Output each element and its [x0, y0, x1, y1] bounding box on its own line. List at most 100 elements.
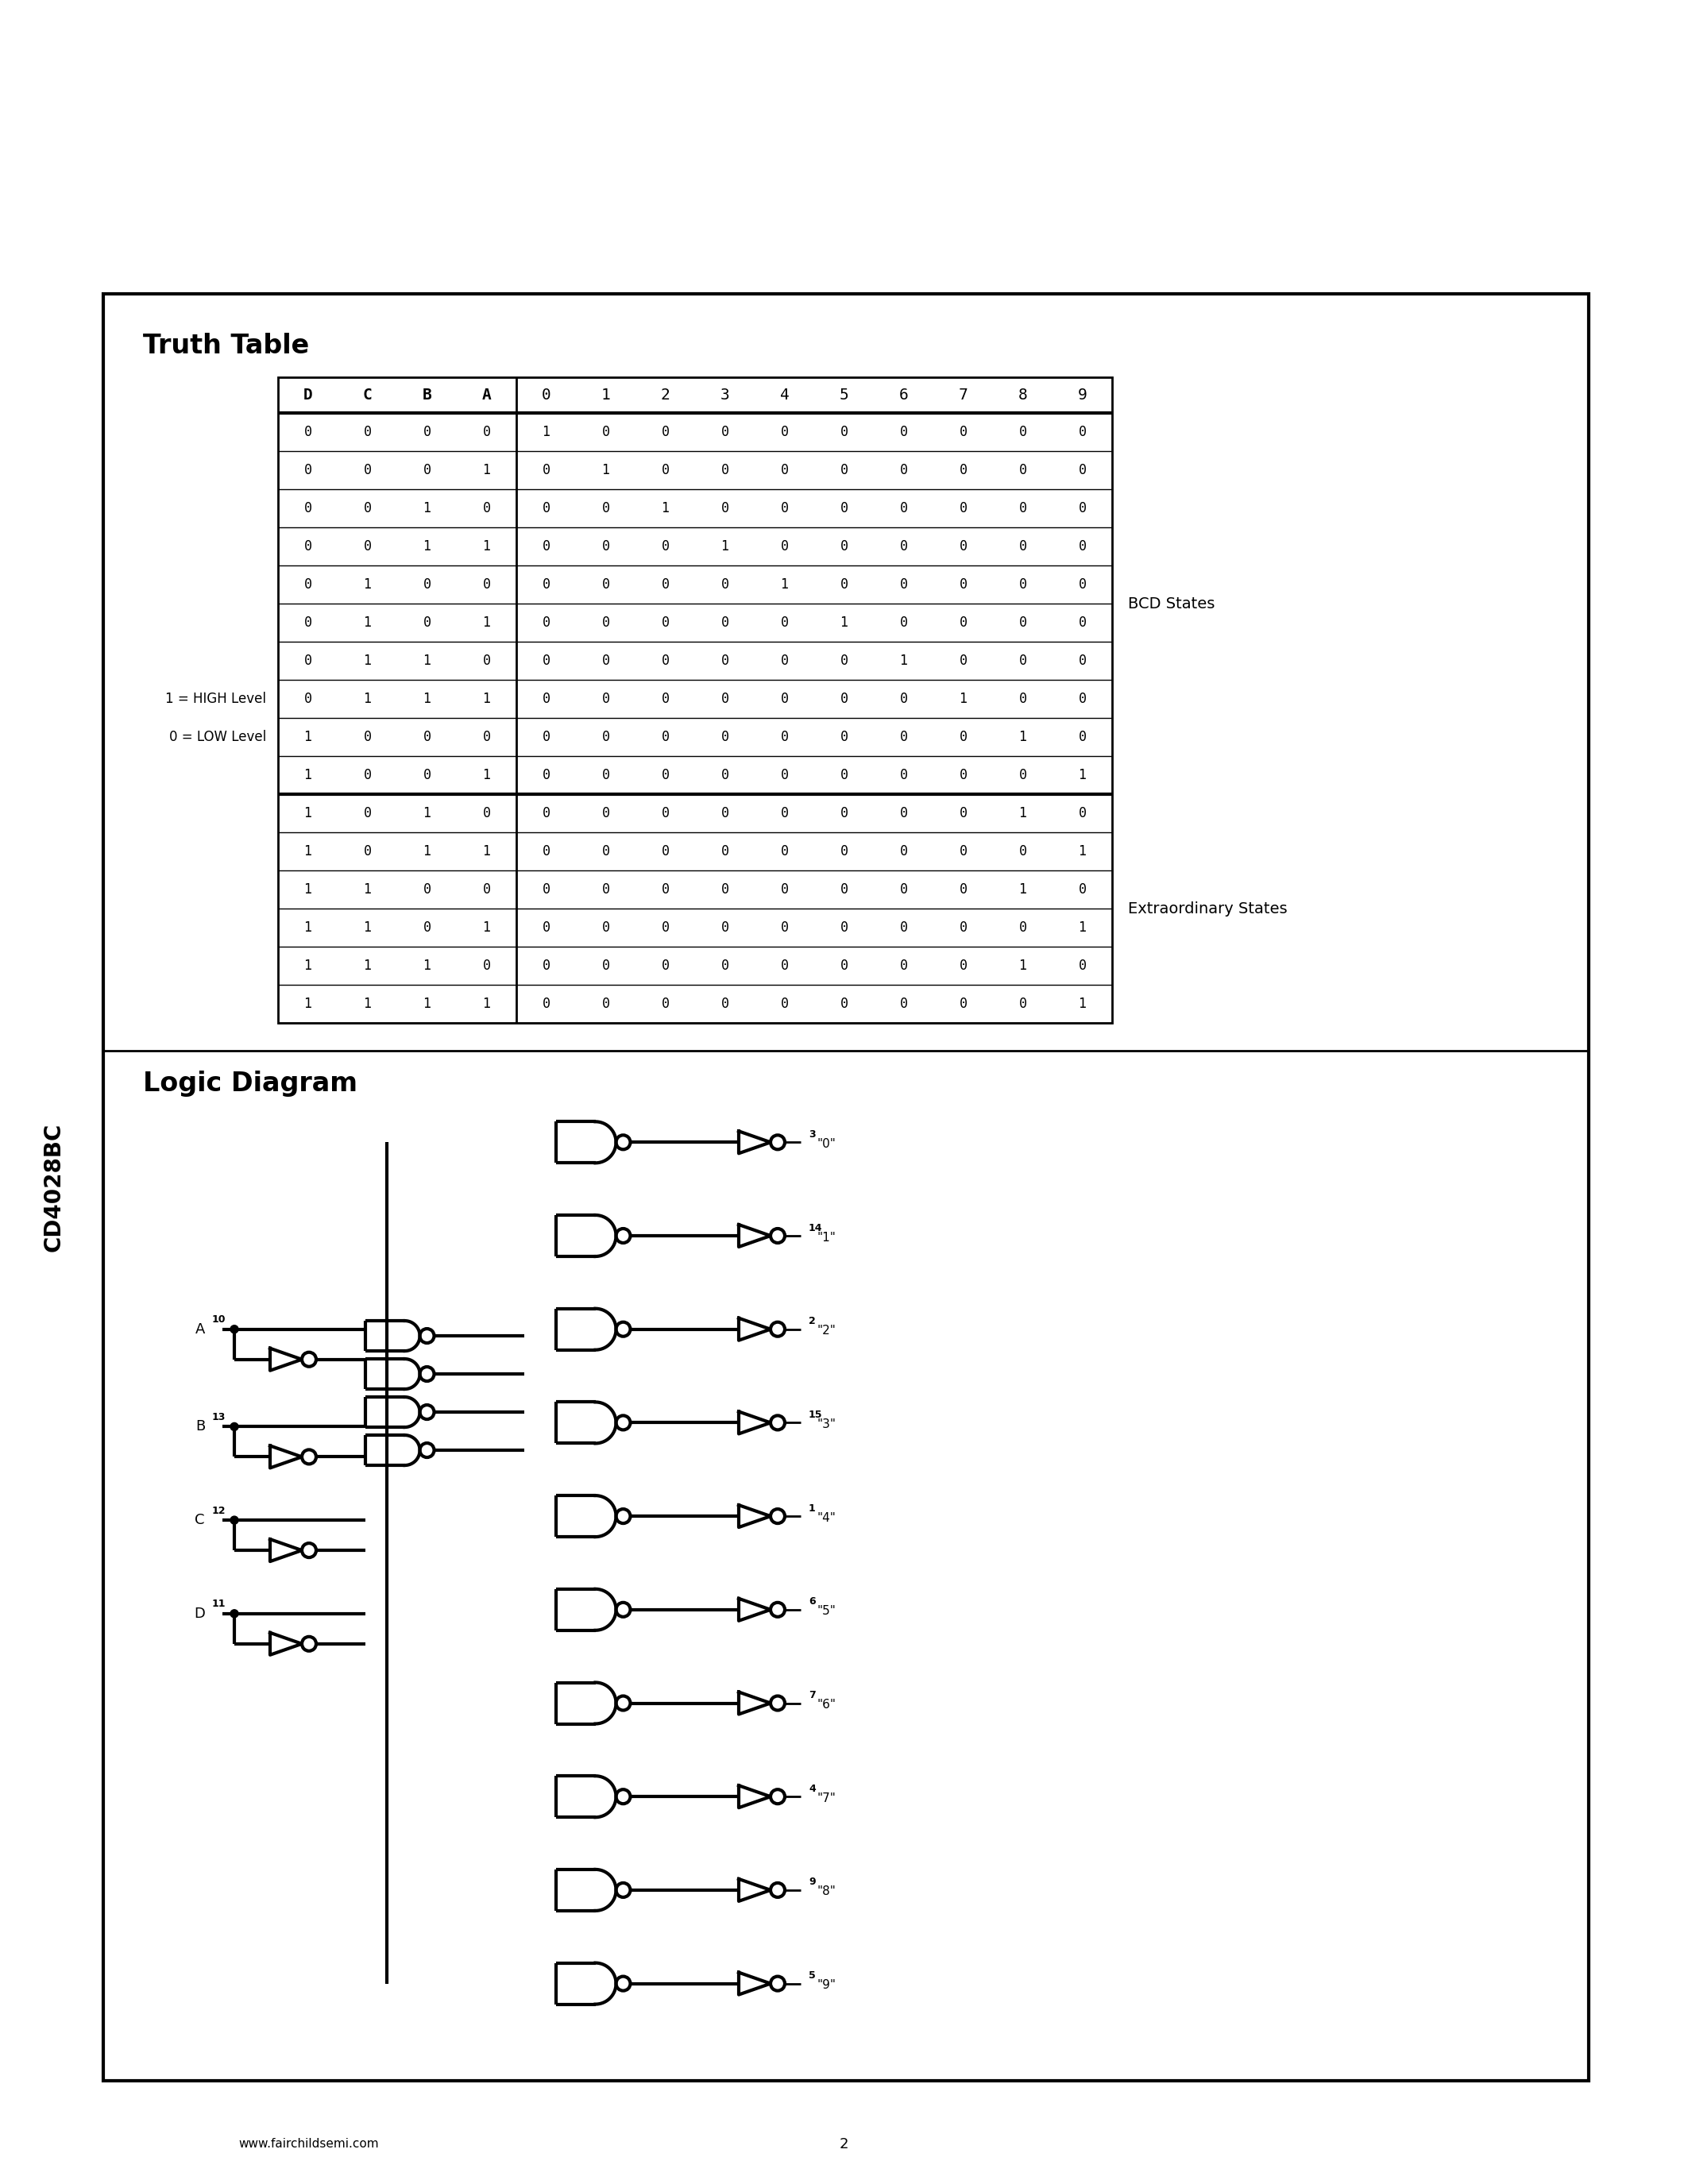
Text: 0: 0 — [304, 500, 312, 515]
Text: 1: 1 — [542, 426, 550, 439]
Text: 0: 0 — [959, 769, 967, 782]
Text: 0: 0 — [424, 919, 430, 935]
Text: 0: 0 — [662, 959, 668, 972]
Text: 0: 0 — [601, 996, 609, 1011]
Text: D: D — [194, 1607, 204, 1621]
Text: 0: 0 — [1079, 959, 1087, 972]
Text: 1: 1 — [483, 539, 491, 553]
Text: 11: 11 — [211, 1599, 226, 1610]
Text: 12: 12 — [211, 1505, 226, 1516]
Circle shape — [616, 1321, 630, 1337]
Text: 4: 4 — [809, 1784, 815, 1793]
Text: "4": "4" — [817, 1511, 836, 1524]
Text: 0: 0 — [780, 919, 788, 935]
Text: 8: 8 — [1018, 387, 1028, 402]
Text: 1: 1 — [1020, 959, 1026, 972]
Text: 1: 1 — [1079, 919, 1087, 935]
Text: 0: 0 — [601, 426, 609, 439]
Text: 0: 0 — [424, 426, 430, 439]
Text: 0: 0 — [841, 463, 847, 478]
Text: 0: 0 — [601, 959, 609, 972]
Text: 0: 0 — [363, 463, 371, 478]
Text: 0: 0 — [601, 692, 609, 705]
Text: 0: 0 — [483, 653, 491, 668]
Text: 1: 1 — [959, 692, 967, 705]
Text: 0: 0 — [780, 882, 788, 898]
Text: 0: 0 — [601, 653, 609, 668]
Text: 0: 0 — [1020, 426, 1026, 439]
Text: "1": "1" — [817, 1232, 836, 1243]
Text: 0: 0 — [542, 616, 550, 629]
Text: 0: 0 — [662, 845, 668, 858]
Text: 1: 1 — [662, 500, 668, 515]
Text: 0: 0 — [900, 426, 908, 439]
Text: 0: 0 — [1079, 426, 1087, 439]
Text: 1: 1 — [483, 845, 491, 858]
Text: 0: 0 — [542, 387, 550, 402]
Text: 0: 0 — [721, 653, 729, 668]
Text: 0: 0 — [542, 845, 550, 858]
Text: 0: 0 — [959, 653, 967, 668]
Text: 0: 0 — [841, 806, 847, 821]
Text: 0: 0 — [601, 577, 609, 592]
Text: 0: 0 — [721, 959, 729, 972]
Text: 15: 15 — [809, 1409, 822, 1420]
Text: 0: 0 — [304, 426, 312, 439]
Text: 0: 0 — [601, 500, 609, 515]
Text: 1: 1 — [1020, 729, 1026, 745]
Text: 1 = HIGH Level: 1 = HIGH Level — [165, 692, 267, 705]
Text: 0: 0 — [721, 692, 729, 705]
Text: 1: 1 — [1079, 845, 1087, 858]
Text: 1: 1 — [304, 806, 312, 821]
Text: 0: 0 — [721, 996, 729, 1011]
Text: 14: 14 — [809, 1223, 822, 1234]
Text: 0: 0 — [542, 959, 550, 972]
Text: 1: 1 — [483, 692, 491, 705]
Text: 1: 1 — [304, 882, 312, 898]
Text: 1: 1 — [363, 919, 371, 935]
Text: 5: 5 — [839, 387, 849, 402]
Text: 0: 0 — [841, 729, 847, 745]
Circle shape — [770, 1230, 785, 1243]
Circle shape — [770, 1977, 785, 1990]
Text: 0: 0 — [1020, 919, 1026, 935]
Text: 1: 1 — [424, 692, 430, 705]
Text: 0: 0 — [662, 919, 668, 935]
Text: 1: 1 — [304, 845, 312, 858]
Text: 0: 0 — [841, 577, 847, 592]
Text: 0: 0 — [780, 996, 788, 1011]
Text: Logic Diagram: Logic Diagram — [143, 1070, 358, 1096]
Text: 0: 0 — [721, 845, 729, 858]
Text: 0: 0 — [1020, 577, 1026, 592]
Text: 0: 0 — [841, 769, 847, 782]
Text: 0: 0 — [483, 426, 491, 439]
Text: 1: 1 — [1020, 806, 1026, 821]
Text: 0: 0 — [1020, 616, 1026, 629]
Text: 0: 0 — [601, 769, 609, 782]
Text: 0: 0 — [542, 539, 550, 553]
Circle shape — [770, 1415, 785, 1431]
Text: 0: 0 — [841, 653, 847, 668]
Text: 5: 5 — [809, 1970, 815, 1981]
Circle shape — [616, 1415, 630, 1431]
Text: C: C — [196, 1514, 204, 1527]
Text: 0: 0 — [900, 616, 908, 629]
Text: 1: 1 — [483, 919, 491, 935]
Text: 0 = LOW Level: 0 = LOW Level — [169, 729, 267, 745]
Text: 0: 0 — [542, 806, 550, 821]
Text: 1: 1 — [601, 387, 611, 402]
Text: 1: 1 — [363, 616, 371, 629]
Text: B: B — [196, 1420, 204, 1435]
Circle shape — [420, 1367, 434, 1380]
Text: 0: 0 — [841, 426, 847, 439]
Text: "3": "3" — [817, 1417, 836, 1431]
Text: 1: 1 — [900, 653, 908, 668]
Bar — [279, 378, 1112, 1022]
Text: 0: 0 — [959, 729, 967, 745]
Circle shape — [770, 1321, 785, 1337]
Text: 0: 0 — [780, 539, 788, 553]
Text: 0: 0 — [304, 539, 312, 553]
Text: 0: 0 — [1020, 539, 1026, 553]
Text: 0: 0 — [721, 806, 729, 821]
Text: 0: 0 — [363, 500, 371, 515]
